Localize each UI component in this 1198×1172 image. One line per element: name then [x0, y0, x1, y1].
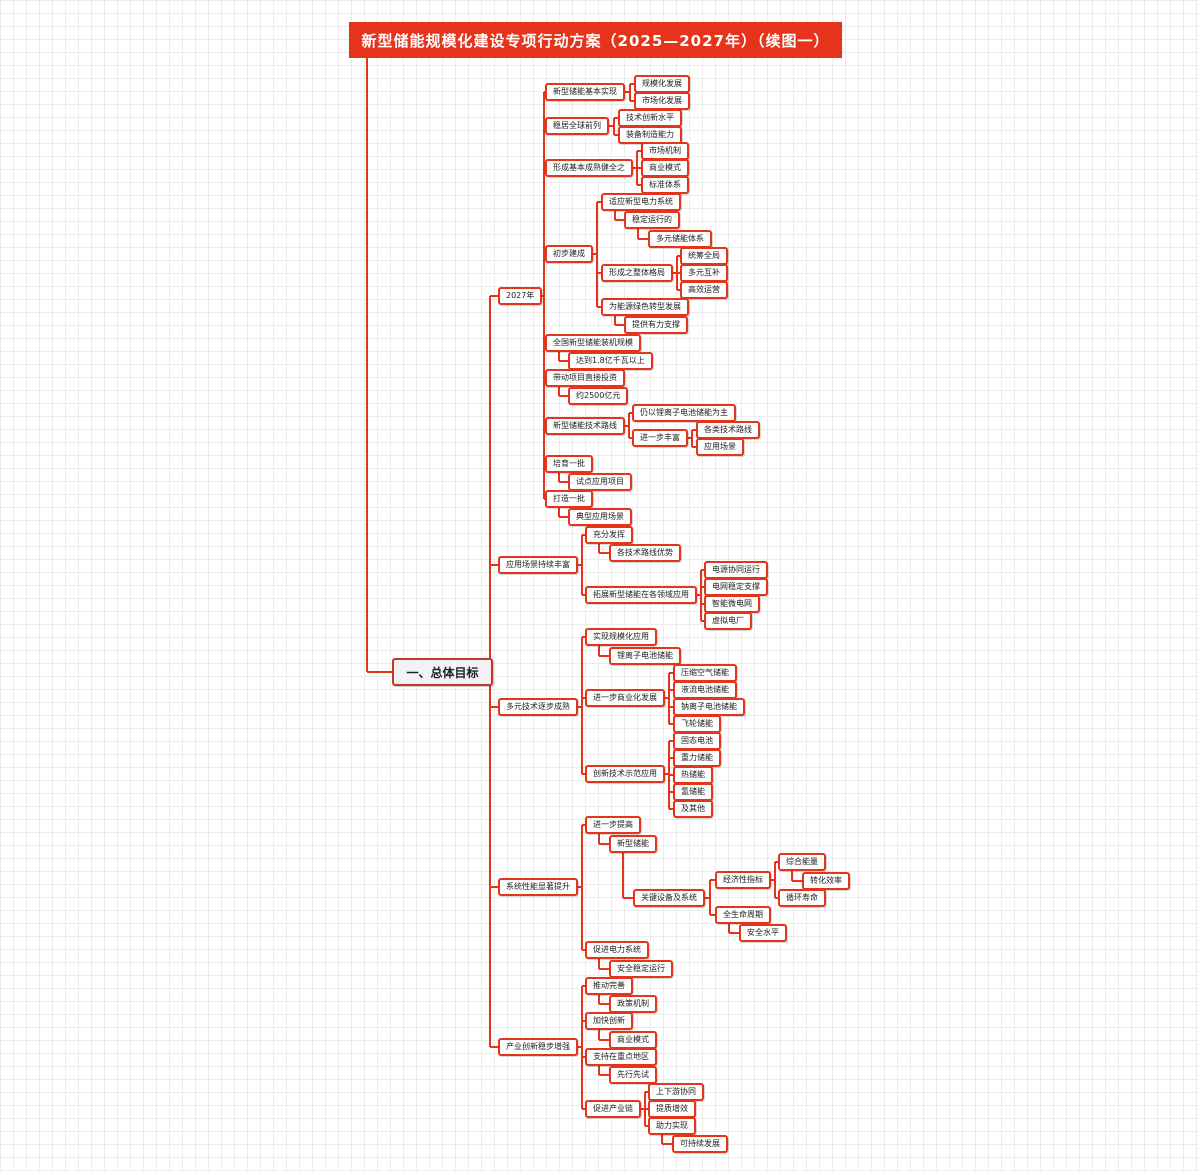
mindmap-node-a1[interactable]: 新型储能基本实现: [545, 83, 625, 101]
mindmap-node-e2a[interactable]: 商业模式: [609, 1031, 657, 1049]
mindmap-node-a6[interactable]: 带动项目直接投资: [545, 369, 625, 387]
mindmap-node-c2c[interactable]: 钠离子电池储能: [673, 698, 745, 716]
mindmap-node-e4[interactable]: 促进产业链: [585, 1100, 641, 1118]
mindmap-node-a4b2[interactable]: 多元互补: [680, 264, 728, 282]
mindmap-node-d[interactable]: 系统性能显著提升: [498, 878, 578, 896]
mindmap-node-c2b[interactable]: 液流电池储能: [673, 681, 737, 699]
mindmap-node-a5[interactable]: 全国新型储能装机规模: [545, 334, 641, 352]
mindmap-node-b[interactable]: 应用场景持续丰富: [498, 556, 578, 574]
mindmap-node-a4b[interactable]: 形成之整体格局: [601, 264, 673, 282]
mindmap-node-c1a[interactable]: 锂离子电池储能: [609, 647, 681, 665]
mindmap-node-a4a1[interactable]: 稳定运行的: [624, 211, 680, 229]
mindmap-node-b2a[interactable]: 电源协同运行: [704, 561, 768, 579]
mindmap-node-c3d[interactable]: 氢储能: [673, 783, 713, 801]
mindmap-node-b2c[interactable]: 智能微电网: [704, 595, 760, 613]
mindmap-node-c[interactable]: 多元技术逐步成熟: [498, 698, 578, 716]
mindmap-node-c3b[interactable]: 重力储能: [673, 749, 721, 767]
mindmap-node-a5a[interactable]: 达到1.8亿千瓦以上: [568, 352, 653, 370]
mindmap-node-n2027[interactable]: 2027年: [498, 287, 543, 305]
mindmap-node-b2[interactable]: 拓展新型储能在各领域应用: [585, 586, 697, 604]
mindmap-node-a9[interactable]: 打造一批: [545, 490, 593, 508]
mindmap-node-e3a[interactable]: 先行先试: [609, 1066, 657, 1084]
mindmap-node-a2[interactable]: 稳居全球前列: [545, 117, 609, 135]
mindmap-node-a4[interactable]: 初步建成: [545, 245, 593, 263]
root-node[interactable]: 一、总体目标: [392, 658, 493, 686]
mindmap-node-a9a[interactable]: 典型应用场景: [568, 508, 632, 526]
mindmap-node-e1[interactable]: 推动完善: [585, 977, 633, 995]
mindmap-node-d2[interactable]: 促进电力系统: [585, 941, 649, 959]
mindmap-node-b2b[interactable]: 电网稳定支撑: [704, 578, 768, 596]
mindmap-node-d1b1a1[interactable]: 转化效率: [802, 872, 850, 890]
mindmap-node-d1b2a[interactable]: 安全水平: [739, 924, 787, 942]
mindmap-node-d1b[interactable]: 关键设备及系统: [633, 889, 705, 907]
mindmap-node-b2d[interactable]: 虚拟电厂: [704, 612, 752, 630]
mindmap-node-e4b[interactable]: 提质增效: [648, 1100, 696, 1118]
mindmap-node-a3b[interactable]: 商业模式: [641, 159, 689, 177]
mindmap-node-c3a[interactable]: 固态电池: [673, 732, 721, 750]
mindmap-node-e1a[interactable]: 政策机制: [609, 995, 657, 1013]
mindmap-node-a3c[interactable]: 标准体系: [641, 176, 689, 194]
mindmap-node-c3e[interactable]: 及其他: [673, 800, 713, 818]
mindmap-node-a6a[interactable]: 约2500亿元: [568, 387, 629, 405]
mindmap-node-a2a[interactable]: 技术创新水平: [618, 109, 682, 127]
mindmap-node-e2[interactable]: 加快创新: [585, 1012, 633, 1030]
mindmap-node-a3[interactable]: 形成基本成熟健全之: [545, 159, 633, 177]
mindmap-node-b1a[interactable]: 各技术路线优势: [609, 544, 681, 562]
page-title: 新型储能规模化建设专项行动方案（2025—2027年）（续图一）: [349, 22, 842, 58]
mindmap-node-c1[interactable]: 实现规模化应用: [585, 628, 657, 646]
mindmap-node-a7b1[interactable]: 各类技术路线: [696, 421, 760, 439]
mindmap-node-a4a[interactable]: 适应新型电力系统: [601, 193, 681, 211]
mindmap-node-e4c[interactable]: 助力实现: [648, 1117, 696, 1135]
mindmap-node-a1b[interactable]: 市场化发展: [634, 92, 690, 110]
mindmap-node-d1a[interactable]: 新型储能: [609, 835, 657, 853]
mindmap-node-a4b1[interactable]: 统筹全局: [680, 247, 728, 265]
mindmap-node-c2d[interactable]: 飞轮储能: [673, 715, 721, 733]
mindmap-node-c3c[interactable]: 热储能: [673, 766, 713, 784]
mindmap-node-a7b2[interactable]: 应用场景: [696, 438, 744, 456]
mindmap-node-d1b2[interactable]: 全生命周期: [715, 906, 771, 924]
mindmap-node-a1a[interactable]: 规模化发展: [634, 75, 690, 93]
mindmap-node-a7a[interactable]: 仍以锂离子电池储能为主: [632, 404, 736, 422]
mindmap-node-e[interactable]: 产业创新稳步增强: [498, 1038, 578, 1056]
mindmap-node-d2a[interactable]: 安全稳定运行: [609, 960, 673, 978]
mindmap-node-a8a[interactable]: 试点应用项目: [568, 473, 632, 491]
mindmap-node-d1b1b[interactable]: 循环寿命: [778, 889, 826, 907]
mindmap-node-a3a[interactable]: 市场机制: [641, 142, 689, 160]
mindmap-node-d1[interactable]: 进一步提高: [585, 816, 641, 834]
mindmap-node-a7b[interactable]: 进一步丰富: [632, 429, 688, 447]
mindmap-node-b1[interactable]: 充分发挥: [585, 526, 633, 544]
mindmap-node-a8[interactable]: 培育一批: [545, 455, 593, 473]
mindmap-node-a4c1[interactable]: 提供有力支撑: [624, 316, 688, 334]
mindmap-node-d1b1a[interactable]: 综合能量: [778, 853, 826, 871]
mindmap-node-c2[interactable]: 进一步商业化发展: [585, 689, 665, 707]
mindmap-node-e4a[interactable]: 上下游协同: [648, 1083, 704, 1101]
mindmap-node-a7[interactable]: 新型储能技术路线: [545, 417, 625, 435]
mindmap-node-d1b1[interactable]: 经济性指标: [715, 871, 771, 889]
mindmap-node-e3[interactable]: 支持在重点地区: [585, 1048, 657, 1066]
mindmap-node-c2a[interactable]: 压缩空气储能: [673, 664, 737, 682]
mindmap-node-e4c1[interactable]: 可持续发展: [672, 1135, 728, 1153]
mindmap-node-c3[interactable]: 创新技术示范应用: [585, 765, 665, 783]
mindmap-node-a4a2[interactable]: 多元储能体系: [648, 230, 712, 248]
mindmap-node-a4c[interactable]: 为能源绿色转型发展: [601, 298, 689, 316]
mindmap-node-a4b3[interactable]: 高效运营: [680, 281, 728, 299]
